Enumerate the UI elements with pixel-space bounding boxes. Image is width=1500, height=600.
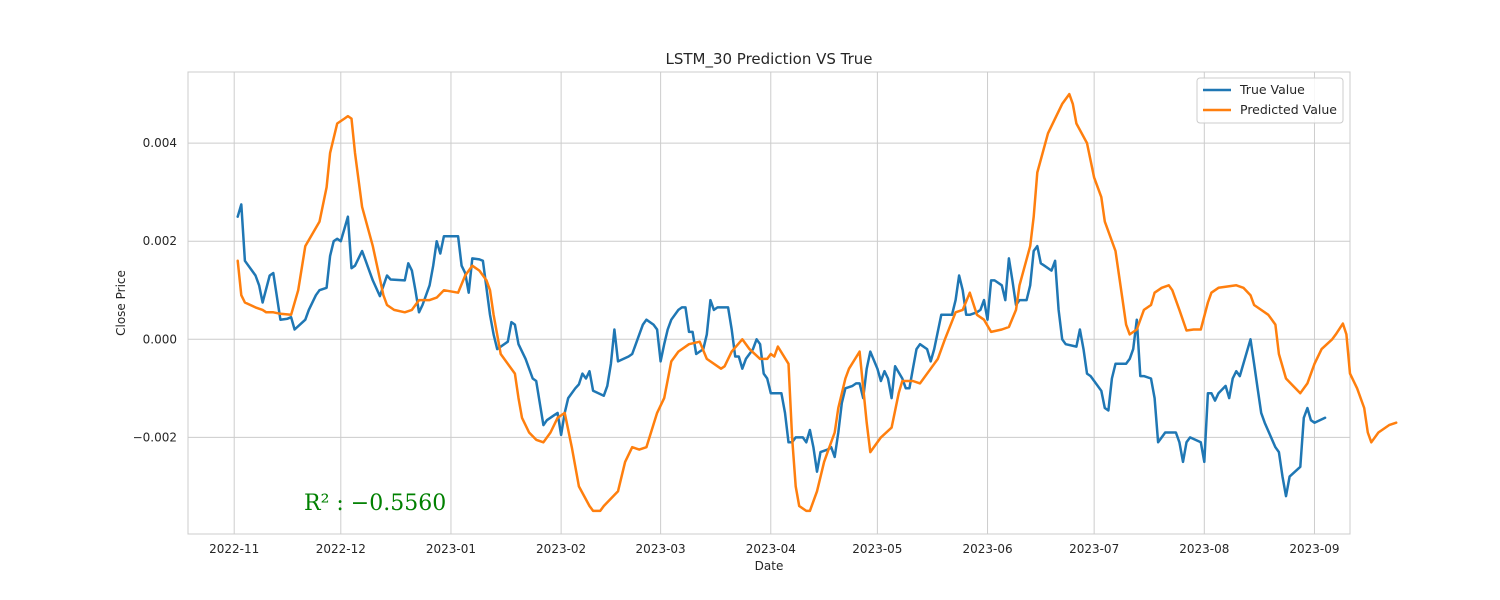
x-tick-label: 2023-06 — [962, 542, 1012, 556]
y-axis-ticks: −0.002 0.000 0.002 0.004 — [133, 136, 177, 444]
chart-title: LSTM_30 Prediction VS True — [665, 50, 872, 69]
x-tick-label: 2023-01 — [426, 542, 476, 556]
x-axis-ticks: 2022-11 2022-12 2023-01 2023-02 2023-03 2023-… — [209, 542, 1339, 556]
series-layer — [236, 92, 1398, 513]
x-tick-label: 2023-08 — [1179, 542, 1229, 556]
y-tick-label: −0.002 — [133, 430, 177, 444]
plot-background — [188, 72, 1350, 534]
x-tick-label: 2023-02 — [536, 542, 586, 556]
y-tick-label: 0.002 — [143, 234, 177, 248]
legend-label-true-value: True Value — [1239, 82, 1305, 97]
x-tick-label: 2023-07 — [1069, 542, 1119, 556]
y-tick-label: 0.004 — [143, 136, 177, 150]
y-tick-label: 0.000 — [143, 332, 177, 346]
x-axis-label: Date — [755, 559, 784, 573]
x-tick-label: 2023-09 — [1289, 542, 1339, 556]
plot-frame — [187, 71, 1351, 535]
series-line-true-value — [236, 203, 1327, 498]
legend: True Value Predicted Value — [1196, 77, 1344, 124]
horizontal-gridlines — [188, 142, 1350, 438]
x-tick-label: 2022-11 — [209, 542, 259, 556]
x-tick-label: 2023-05 — [852, 542, 902, 556]
x-tick-label: 2023-04 — [746, 542, 796, 556]
legend-box — [1196, 77, 1344, 124]
x-tick-label: 2023-03 — [636, 542, 686, 556]
vertical-gridlines — [233, 72, 1315, 534]
r-squared-annotation: R² : −0.5560 — [304, 491, 446, 516]
x-tick-label: 2022-12 — [316, 542, 366, 556]
legend-label-predicted-value: Predicted Value — [1240, 102, 1337, 117]
plot-area — [187, 71, 1398, 535]
y-axis-label: Close Price — [114, 270, 128, 336]
series-line-predicted-value — [236, 92, 1398, 513]
